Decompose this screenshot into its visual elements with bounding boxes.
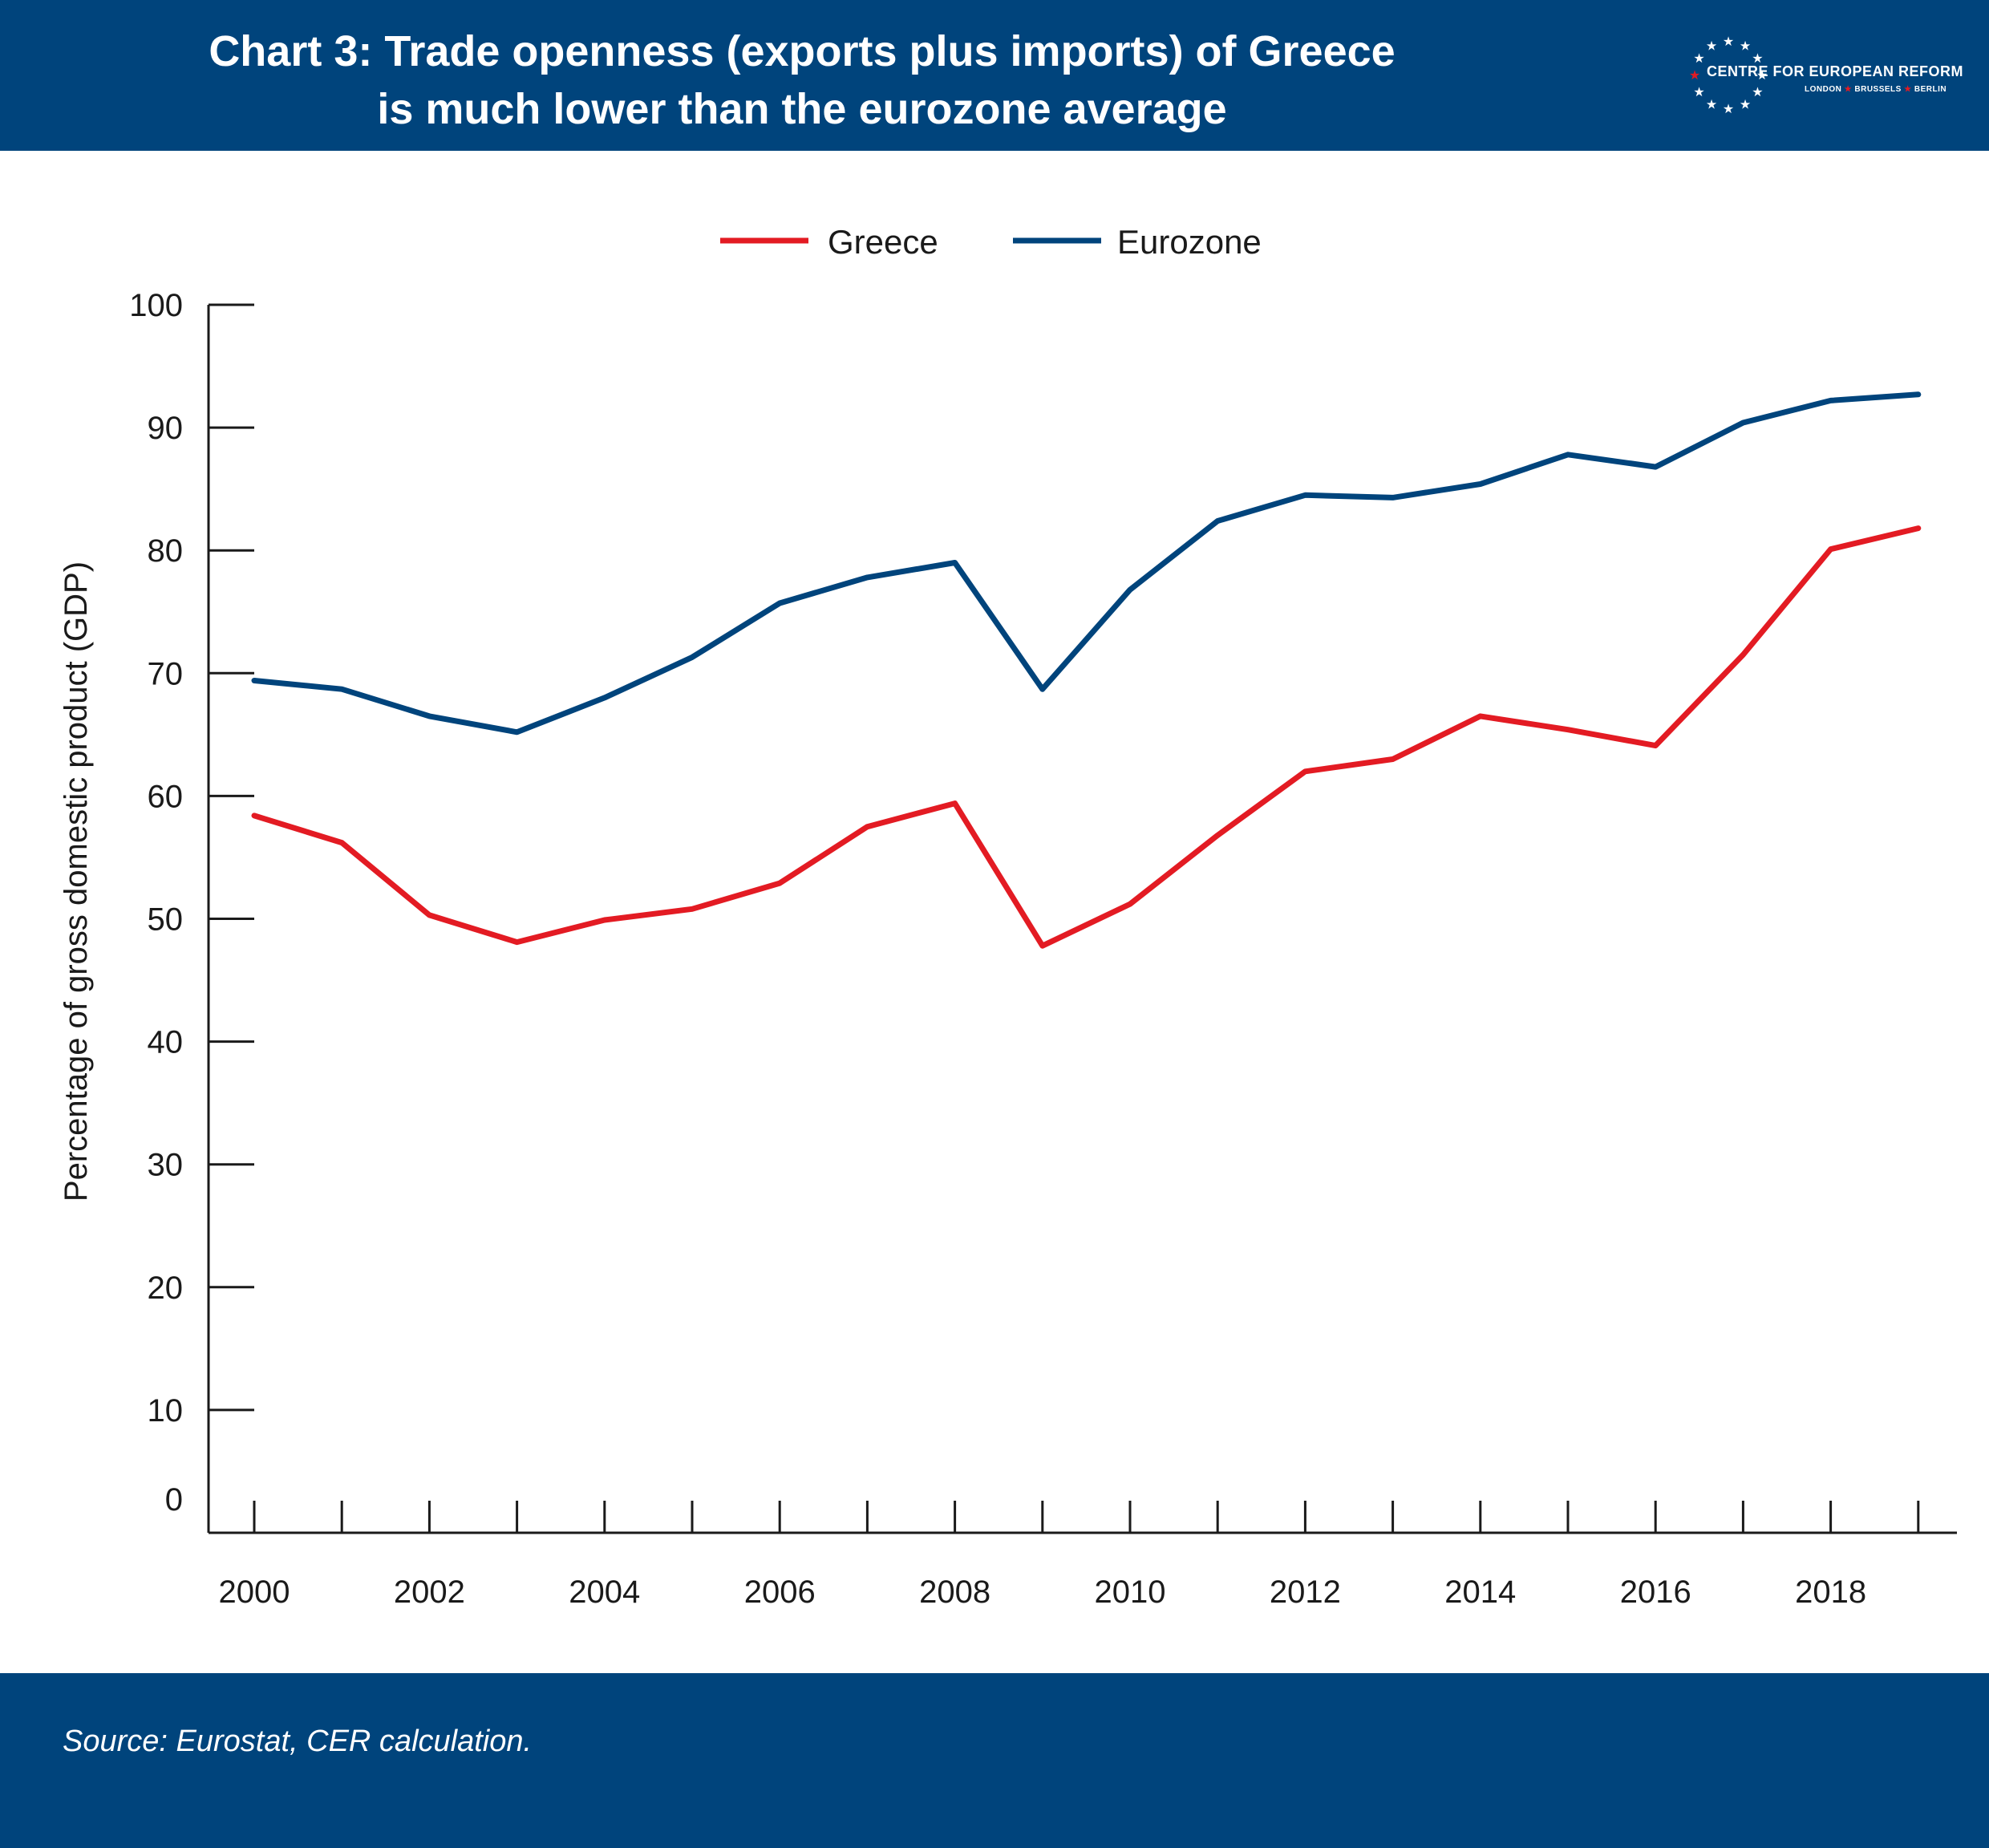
chart-title-line-1: Chart 3: Trade openness (exports plus im…: [209, 27, 1396, 75]
y-axis-title: Percentage of gross domestic product (GD…: [59, 561, 94, 1202]
chart-axes: [207, 303, 1957, 1534]
x-tick-label: 2014: [1444, 1574, 1516, 1610]
line-chart: Greece Eurozone 0 10 20 30 40 50 60 70 80 90 100 2…: [59, 223, 1957, 1610]
y-tick-label: 30: [148, 1148, 184, 1183]
y-tick-label: 50: [148, 902, 184, 938]
x-tick-label: 2008: [919, 1574, 990, 1610]
eu-stars-icon: ★ ★★★★★★★★★★★: [1689, 34, 1768, 116]
footer-banner: Source: Eurostat, CER calculation.: [0, 1673, 1989, 1848]
x-axis-tick-labels: 2000 2002 2004 2006 2008 2010 2012 2014 2016 2018: [219, 1574, 1867, 1610]
star-icon: ★: [1756, 67, 1768, 83]
x-tick-label: 2002: [394, 1574, 465, 1610]
star-icon: ★: [1689, 67, 1700, 83]
star-icon: ★: [1752, 84, 1763, 99]
chart-series: [251, 391, 1922, 949]
y-tick-label: 70: [148, 656, 184, 691]
star-icon: ★: [1723, 101, 1734, 116]
star-icon: ★: [1723, 34, 1734, 49]
logo-city-berlin: BERLIN: [1914, 85, 1947, 94]
star-separator-icon: ★: [1844, 85, 1853, 94]
y-tick-label: 0: [165, 1482, 183, 1518]
series-line-greece: [251, 525, 1922, 949]
y-tick-label: 90: [148, 411, 184, 446]
legend-label-eurozone: Eurozone: [1117, 223, 1262, 261]
logo-city-london: LONDON: [1805, 85, 1842, 94]
x-tick-label: 2016: [1620, 1574, 1691, 1610]
x-tick-label: 2000: [219, 1574, 290, 1610]
chart-legend: Greece Eurozone: [720, 223, 1262, 261]
y-tick-label: 80: [148, 533, 184, 569]
y-axis-tick-labels: 0 10 20 30 40 50 60 70 80 90 100: [129, 288, 183, 1518]
source-note: Source: Eurostat, CER calculation.: [63, 1724, 533, 1758]
star-icon: ★: [1693, 51, 1704, 66]
y-tick-label: 10: [148, 1393, 184, 1429]
y-tick-label: 20: [148, 1270, 184, 1306]
y-tick-label: 60: [148, 779, 184, 814]
x-tick-label: 2012: [1270, 1574, 1341, 1610]
chart-title-line-2: is much lower than the eurozone average: [377, 85, 1227, 133]
logo-name: CENTRE FOR EUROPEAN REFORM: [1707, 63, 1964, 79]
cer-logo: ★ ★ ★ ★ ★ ★ ★ ★ ★ ★ ★ ★ CENTRE FOR EUROPEAN REFORM …: [1684, 30, 1963, 119]
x-tick-label: 2004: [569, 1574, 640, 1610]
series-line-eurozone: [251, 391, 1922, 736]
star-separator-icon: ★: [1904, 85, 1912, 94]
star-icon: ★: [1740, 38, 1751, 54]
x-tick-label: 2006: [744, 1574, 816, 1610]
header-banner: Chart 3: Trade openness (exports plus im…: [0, 0, 1989, 151]
logo-city-brussels: BRUSSELS: [1854, 85, 1902, 94]
chart-title: Chart 3: Trade openness (exports plus im…: [0, 22, 1604, 138]
x-tick-label: 2010: [1095, 1574, 1166, 1610]
star-icon: ★: [1752, 51, 1763, 66]
star-icon: ★: [1740, 96, 1751, 111]
y-tick-label: 100: [129, 288, 183, 323]
star-icon: ★: [1693, 84, 1704, 99]
y-tick-label: 40: [148, 1025, 184, 1060]
star-icon: ★: [1706, 96, 1717, 111]
legend-label-greece: Greece: [828, 223, 938, 261]
x-tick-label: 2018: [1795, 1574, 1866, 1610]
logo-cities: LONDON ★ BRUSSELS ★ BERLIN: [1805, 85, 1946, 94]
star-icon: ★: [1706, 38, 1717, 54]
